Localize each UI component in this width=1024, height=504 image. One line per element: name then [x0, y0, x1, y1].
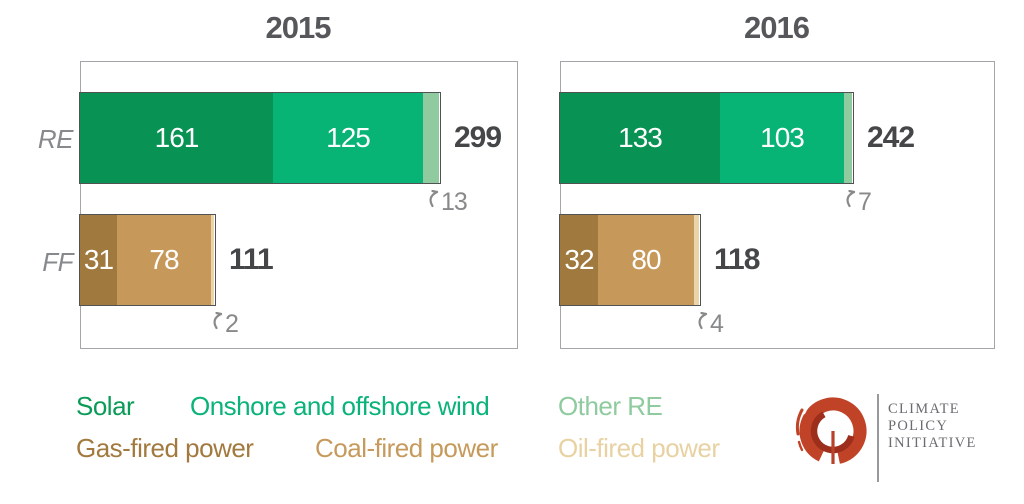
segment-wind: 103 [720, 93, 844, 183]
segment-value: 125 [326, 122, 371, 153]
row-label-re: RE [37, 124, 74, 154]
annotation-other-re-2016: 7 [842, 188, 872, 217]
annotation-oil-2016: 4 [694, 310, 724, 339]
segment-other-re [844, 93, 852, 183]
panel-title-2016: 2016 [744, 10, 810, 45]
segment-value: 31 [83, 244, 114, 275]
chart-panel-2016: 133 103 242 7 32 80 118 [559, 61, 995, 349]
segment-value: 80 [631, 244, 661, 275]
annotation-other-re-2015: 13 [425, 188, 468, 217]
hook-arrow-icon [213, 312, 223, 330]
segment-value: 161 [154, 122, 200, 153]
segment-solar: 133 [560, 93, 720, 183]
hook-arrow-icon [698, 312, 708, 330]
panel-title-2015: 2015 [265, 10, 332, 45]
hook-arrow-icon [429, 190, 439, 208]
hook-arrow-icon [846, 190, 856, 208]
segment-other-re [423, 93, 439, 183]
segment-value: 133 [618, 122, 663, 153]
total-label-ff-2016: 118 [714, 243, 760, 276]
bar-re-2015: 161 125 [79, 92, 441, 184]
bar-ff-2016: 32 80 [559, 214, 701, 306]
segment-coal: 80 [598, 215, 694, 305]
cpi-logo: CLIMATE POLICY INITIATIVE [789, 390, 999, 486]
wordmark-line: INITIATIVE [888, 435, 977, 451]
legend-item-other-re: Other RE [558, 391, 663, 421]
legend-item-solar: Solar [76, 391, 135, 421]
row-label-ff: FF [42, 247, 73, 277]
wordmark-line: POLICY [888, 418, 949, 434]
legend-item-gas: Gas-fired power [76, 433, 254, 463]
annotation-value: 7 [858, 188, 872, 216]
total-label-re-2015: 299 [454, 121, 502, 154]
annotation-oil-2015: 2 [209, 310, 239, 339]
chart-panel-2015: 161 125 299 13 31 78 111 [79, 61, 518, 349]
total-label-re-2016: 242 [867, 121, 915, 154]
annotation-value: 2 [225, 310, 239, 338]
cpi-wordmark: CLIMATE POLICY INITIATIVE [888, 401, 977, 452]
annotation-value: 4 [710, 310, 724, 338]
legend-item-coal: Coal-fired power [315, 433, 498, 463]
segment-value: 103 [760, 122, 805, 153]
logo-divider [877, 394, 879, 482]
bar-ff-2015: 31 78 [79, 214, 216, 306]
annotation-value: 13 [441, 188, 468, 216]
wordmark-line: CLIMATE [888, 401, 960, 417]
legend-item-oil: Oil-fired power [558, 433, 720, 463]
segment-solar: 161 [80, 93, 273, 183]
cpi-logo-mark-icon [795, 397, 867, 465]
segment-coal: 78 [117, 215, 211, 305]
total-label-ff-2015: 111 [229, 243, 274, 276]
segment-wind: 125 [273, 93, 423, 183]
segment-gas: 31 [80, 215, 117, 305]
segment-oil [694, 215, 699, 305]
segment-gas: 32 [560, 215, 598, 305]
segment-value: 78 [149, 244, 179, 275]
segment-value: 32 [564, 244, 594, 275]
segment-oil [211, 215, 214, 305]
legend-item-wind: Onshore and offshore wind [190, 391, 490, 421]
bar-re-2016: 133 103 [559, 92, 854, 184]
